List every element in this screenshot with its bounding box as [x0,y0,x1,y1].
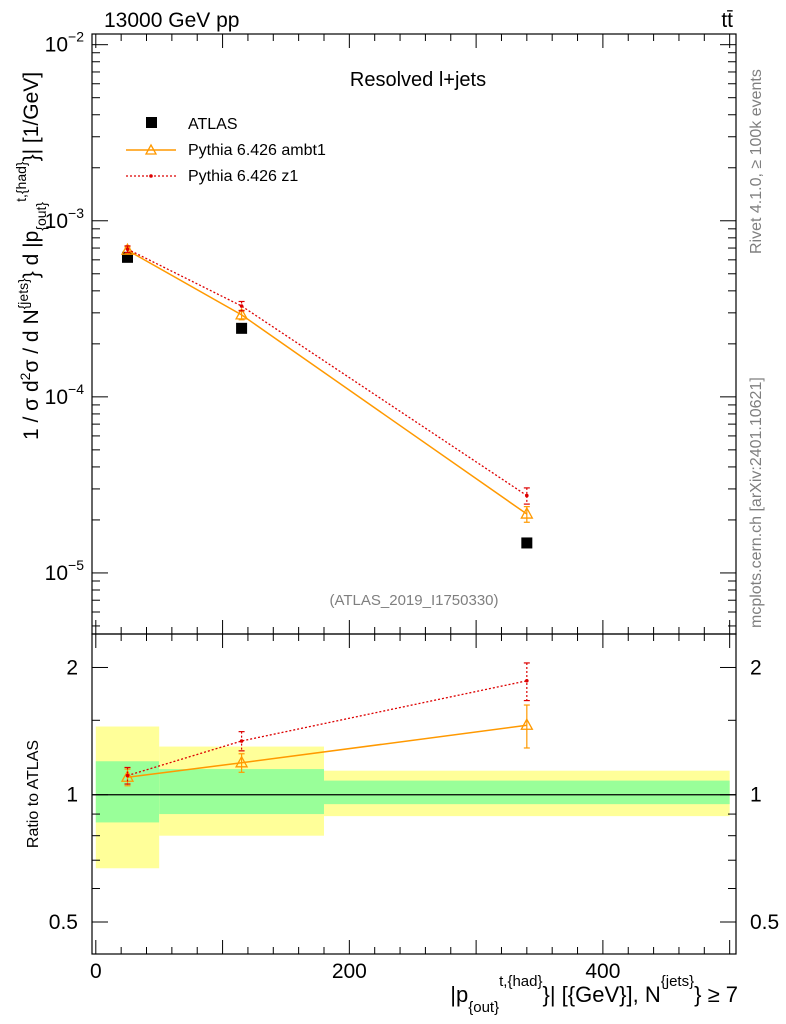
series-line-pythia-6-426-ambt1 [127,249,528,515]
data-point-pythia-6-426-z1-0 [125,773,130,778]
data-point-pythia-6-426-z1-0 [125,247,130,251]
ratio-y-axis-label: Ratio to ATLAS [25,740,42,848]
process-label: tt̄ [721,9,733,32]
data-point-pythia-6-426-z1-2 [525,493,529,498]
ratio-y-tick-label-left-2: 2 [66,656,78,679]
ratio-y-tick-label-left-0: 0.5 [49,911,78,934]
ratio-uncertainty-bands [92,726,736,869]
uncertainty-band-inner-2 [323,780,730,805]
y-label-part-end: }| [1/GeV] [20,72,43,162]
legend-label-z1: Pythia 6.426 z1 [188,168,298,185]
y-label-sup-had: t,{had} [13,161,29,202]
y-label-sup-2: 2 [17,372,33,380]
x-tick-label-1: 200 [332,960,367,983]
data-point-pythia-6-426-ambt1-2 [520,717,534,730]
data-point-pythia-6-426-z1-2 [525,678,529,683]
ratio-panel-data [120,662,534,787]
y-tick-label-0: 10−5 [45,557,85,585]
main-panel-data [120,242,534,549]
legend-entry-atlas: ATLAS [146,116,238,133]
plot-title: Resolved l+jets [350,69,486,91]
legend-label-atlas: ATLAS [188,116,238,133]
rivet-version-label: Rivet 4.1.0, ≥ 100k events [748,69,765,254]
x-axis-label: |p{out}t,{had}}| [{GeV}], N{jets}} ≥ 7 [450,973,738,1016]
y-label-sub-out: {out} [33,202,49,231]
data-point-pythia-6-426-ambt1-1 [234,307,249,320]
y-tick-label-1: 10−4 [45,381,85,409]
y-label-sup-jets: {jets} [15,278,31,309]
ratio-y-tick-label-left-1: 1 [66,784,78,807]
main-panel: 10−5 10−4 10−3 10−2 Resolved l+jets (ATLAS_… [13,29,737,635]
ratio-y-tick-label-right-2: 2 [750,656,762,679]
data-point-atlas-0 [121,251,133,263]
x-label-part-p: |p [450,982,468,1007]
legend-marker-atlas [146,117,157,128]
ratio-panel: 0.5 0.5 1 1 2 2 0 200 400 Ratio to ATLAS |p{out}… [25,633,779,1016]
main-y-axis-label: 1 / σ d2σ / d N{jets}} d |p{out}t,{had}}… [13,72,49,440]
x-tick-label-0: 0 [90,960,102,983]
legend-entry-ambt1: Pythia 6.426 ambt1 [126,142,326,159]
x-label-part-end: } ≥ 7 [694,982,738,1007]
collision-energy-label: 13000 GeV pp [104,9,239,32]
analysis-id-label: (ATLAS_2019_I1750330) [329,592,498,609]
series-line-pythia-6-426-z1 [127,248,528,497]
y-tick-label-2: 10−3 [45,205,85,233]
data-point-pythia-6-426-z1-1 [239,739,244,743]
y-tick-label-3: 10−2 [45,29,85,57]
main-panel-axes: 10−5 10−4 10−3 10−2 [45,29,736,634]
data-point-atlas-1 [236,322,248,334]
legend: ATLAS Pythia 6.426 ambt1 Pythia 6.426 z1 [126,116,326,185]
legend-marker-z1 [149,174,153,178]
mcplots-reference-label: mcplots.cern.ch [arXiv:2401.10621] [748,377,765,628]
ratio-y-tick-label-right-0: 0.5 [750,911,779,934]
ratio-panel-axes: 0.5 0.5 1 1 2 2 0 200 400 [49,634,779,983]
x-tick-label-2: 400 [585,960,620,983]
y-label-part-sigma: σ / d N [20,309,43,372]
x-label-sup-had: t,{had} [499,973,542,990]
uncertainty-band-inner-1 [159,769,324,815]
data-point-pythia-6-426-ambt1-2 [520,506,534,519]
y-label-part-main: 1 / σ d [20,380,43,440]
legend-label-ambt1: Pythia 6.426 ambt1 [188,142,326,159]
ratio-panel-frame [91,633,737,955]
x-label-sup-jets: {jets} [661,973,694,990]
ratio-y-tick-label-right-1: 1 [750,784,762,807]
data-point-pythia-6-426-z1-1 [239,304,244,308]
y-label-part-mid: } d |p [20,231,43,279]
x-label-part-rest: }| [{GeV}], N [543,982,661,1007]
data-point-atlas-2 [521,537,533,549]
data-point-pythia-6-426-ambt1-1 [234,755,249,768]
data-point-pythia-6-426-ambt1-0 [120,242,135,255]
series-line-pythia-6-426-z1 [127,680,527,777]
legend-entry-z1: Pythia 6.426 z1 [126,168,298,185]
x-label-sub-out: {out} [468,999,499,1016]
legend-marker-ambt1 [144,143,158,155]
